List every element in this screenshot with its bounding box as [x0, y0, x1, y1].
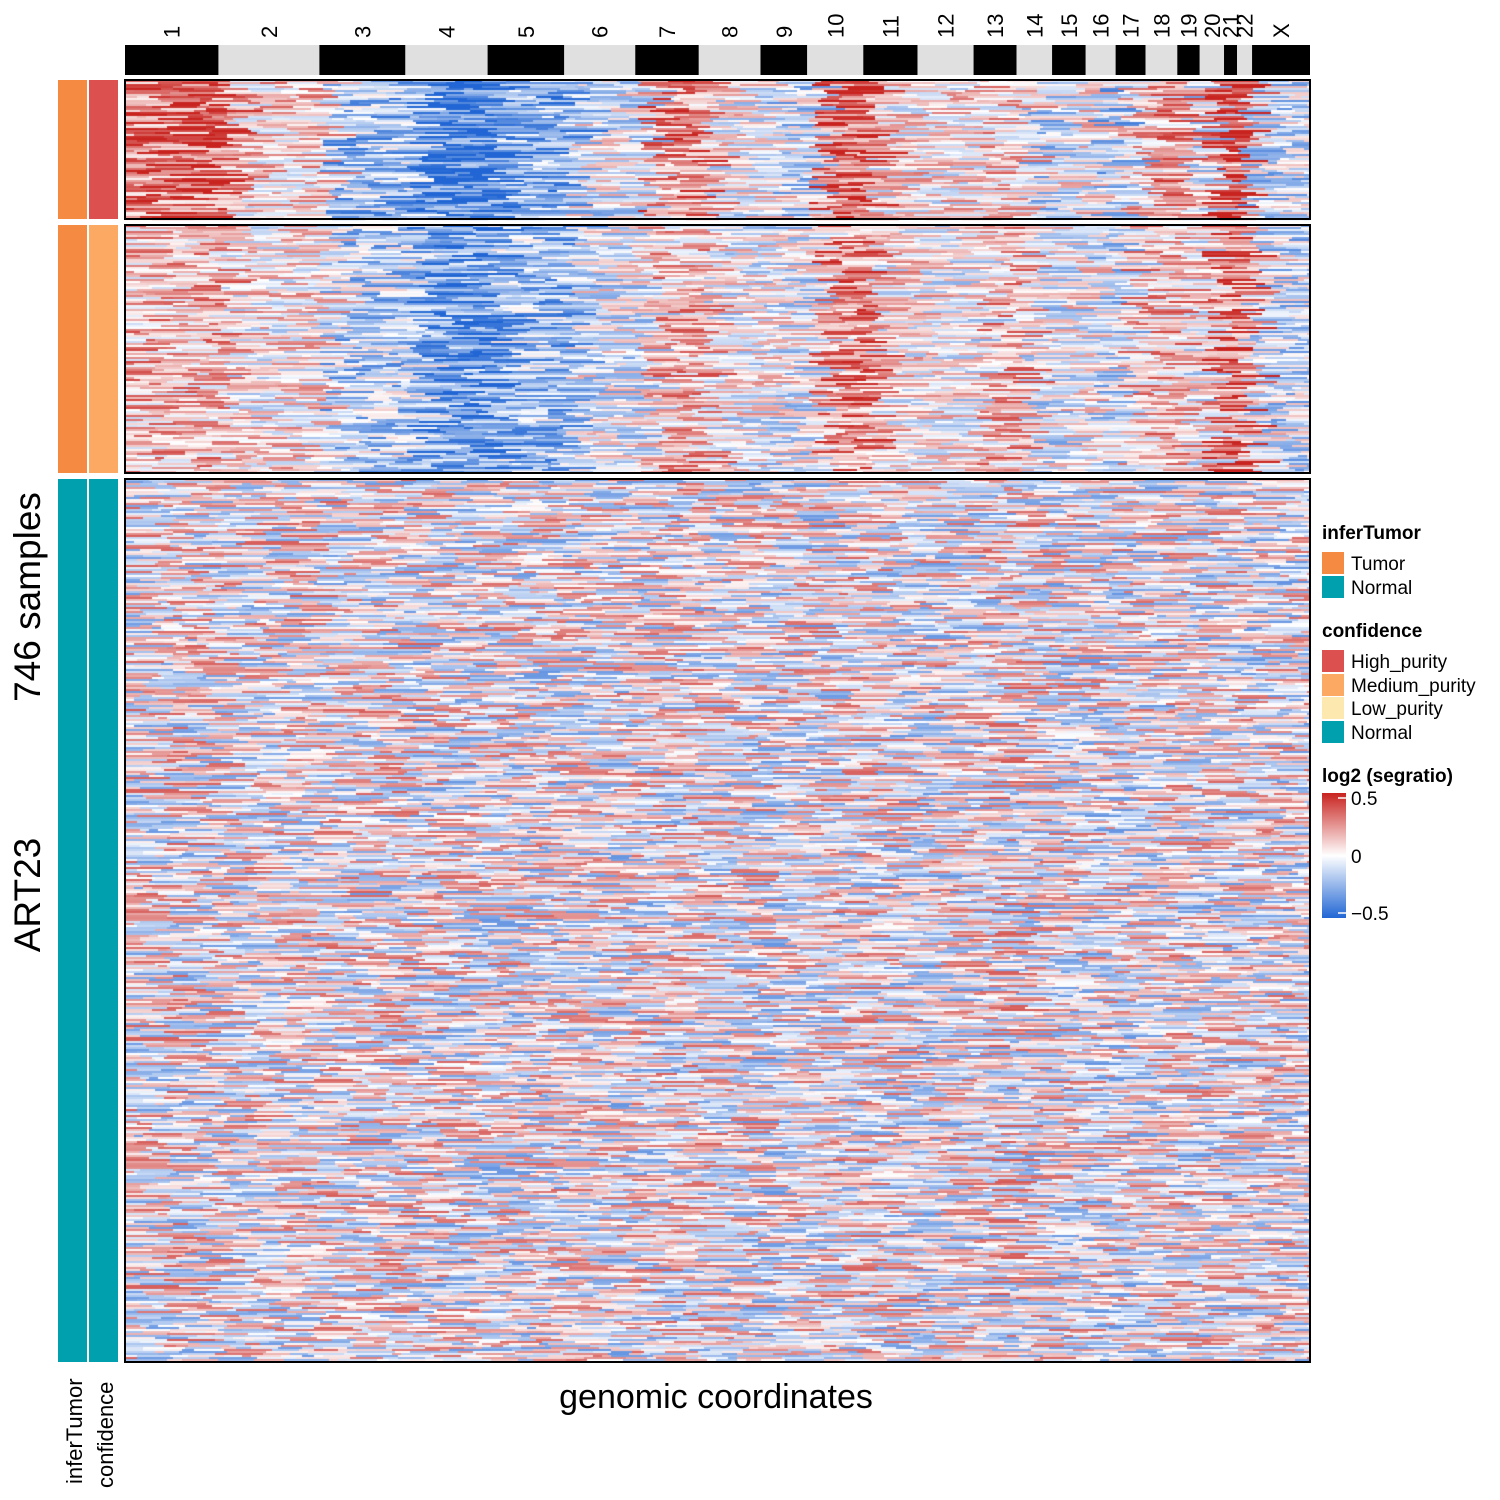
chromosome-block-1 [125, 45, 219, 75]
chromosome-block-8 [698, 45, 761, 75]
annotation-name-confidence: confidence [93, 1382, 118, 1488]
legend: inferTumor Tumor Normal confidence High_… [1322, 523, 1476, 925]
chromosome-block-11 [863, 45, 918, 75]
infertumor-annotation-normal-2 [58, 479, 87, 1362]
heatmap-slice-high-purity [124, 79, 1311, 220]
legend-label-high-purity: High_purity [1351, 652, 1448, 673]
legend-label-low-purity: Low_purity [1351, 699, 1443, 720]
chromosome-block-x [1252, 45, 1310, 75]
chromosome-label-15: 15 [1057, 14, 1082, 38]
legend-title-confidence: confidence [1322, 621, 1422, 642]
sample-count-label: 746 samples [7, 492, 48, 702]
chromosome-block-16 [1085, 45, 1116, 75]
chromosome-block-20 [1199, 45, 1225, 75]
chromosome-label-12: 12 [934, 14, 959, 38]
chromosome-label-22: 22 [1233, 14, 1258, 38]
legend-label-normal-confidence: Normal [1351, 723, 1412, 744]
chromosome-block-18 [1145, 45, 1178, 75]
chromosome-block-15 [1052, 45, 1086, 75]
legend-label-medium-purity: Medium_purity [1351, 676, 1476, 697]
chromosome-block-21 [1224, 45, 1238, 75]
chromosome-label-18: 18 [1149, 14, 1174, 38]
legend-swatch-low-purity [1322, 697, 1344, 719]
legend-swatch-normal [1322, 576, 1344, 598]
legend-swatch-medium-purity [1322, 674, 1344, 696]
chromosome-label-9: 9 [772, 26, 797, 38]
chromosome-label-8: 8 [718, 26, 743, 38]
chromosome-block-2 [218, 45, 320, 75]
chromosome-block-13 [973, 45, 1017, 75]
heatmap-body [124, 79, 1311, 1363]
chromosome-label-14: 14 [1022, 14, 1047, 38]
chromosome-block-10 [807, 45, 864, 75]
chromosome-block-12 [917, 45, 974, 75]
confidence-annotation-medium-purity [89, 225, 118, 473]
dataset-label: ART23 [7, 838, 48, 953]
colorbar-label-mid: 0 [1351, 847, 1362, 868]
chromosome-block-9 [760, 45, 808, 75]
annotation-columns [58, 80, 118, 1362]
legend-title-colorbar: log2 (segratio) [1322, 766, 1453, 787]
heatmap-cells [125, 80, 1310, 1362]
chromosome-label-7: 7 [655, 26, 680, 38]
chromosome-label-1: 1 [160, 26, 185, 38]
legend-label-tumor: Tumor [1351, 554, 1406, 575]
confidence-annotation-normal [89, 479, 118, 1362]
chromosome-block-4 [405, 45, 488, 75]
chromosome-block-6 [564, 45, 636, 75]
colorbar-label-min: −0.5 [1351, 904, 1389, 925]
chromosome-label-10: 10 [823, 14, 848, 38]
infertumor-annotation-tumor-1 [58, 225, 87, 473]
annotation-name-infertumor: inferTumor [62, 1378, 87, 1484]
chromosome-label-19: 19 [1177, 14, 1202, 38]
chromosome-label-20: 20 [1200, 14, 1225, 38]
chromosome-label-4: 4 [434, 26, 459, 38]
chromosome-block-19 [1177, 45, 1200, 75]
colorbar-label-max: 0.5 [1351, 789, 1377, 810]
chromosome-block-17 [1115, 45, 1146, 75]
legend-swatch-normal-confidence [1322, 721, 1344, 743]
chromosome-label-11: 11 [878, 15, 903, 38]
x-axis-label: genomic coordinates [559, 1378, 873, 1416]
chromosome-label-17: 17 [1119, 14, 1144, 38]
legend-label-normal: Normal [1351, 578, 1412, 599]
heatmap-slice-normal [124, 478, 1311, 1363]
chromosome-label-13: 13 [983, 14, 1008, 38]
chromosome-label-x: X [1269, 23, 1294, 38]
chromosome-block-22 [1237, 45, 1253, 75]
chromosome-label-21: 21 [1219, 14, 1244, 38]
chromosome-block-3 [319, 45, 406, 75]
confidence-annotation-high-purity [89, 80, 118, 219]
legend-swatch-high-purity [1322, 650, 1344, 672]
chromosome-block-7 [635, 45, 699, 75]
chromosome-label-16: 16 [1089, 14, 1114, 38]
infertumor-annotation-tumor-0 [58, 80, 87, 219]
chromosome-label-3: 3 [350, 26, 375, 38]
chromosome-block-5 [487, 45, 565, 75]
chromosome-label-5: 5 [514, 26, 539, 38]
chromosome-label-2: 2 [257, 26, 282, 38]
heatmap-slice-medium-purity [124, 224, 1311, 474]
chromosome-block-14 [1016, 45, 1053, 75]
chromosome-bar [125, 45, 1310, 75]
chromosome-label-6: 6 [588, 26, 613, 38]
legend-title-infertumor: inferTumor [1322, 523, 1421, 544]
legend-swatch-tumor [1322, 552, 1344, 574]
